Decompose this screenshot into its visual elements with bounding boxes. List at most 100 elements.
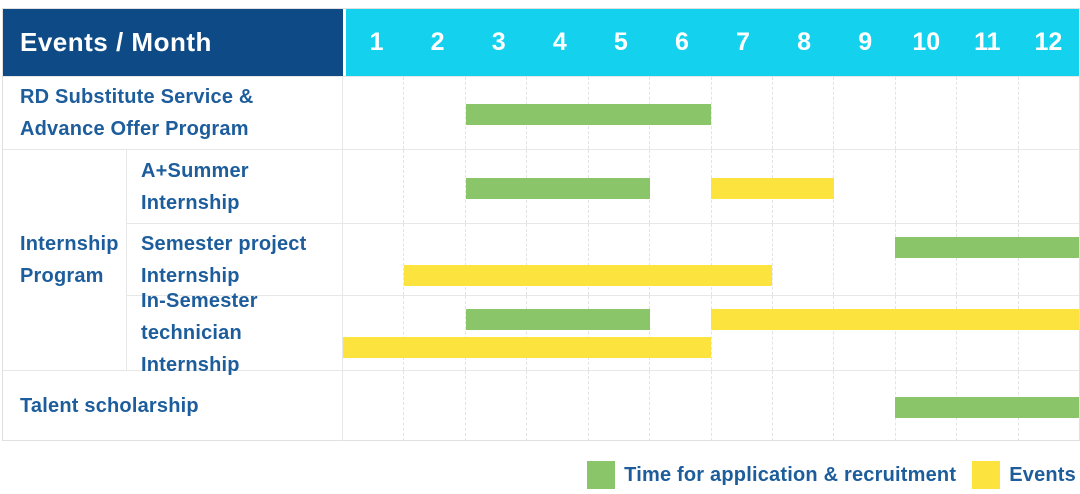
grid-cell-month-2: [403, 224, 464, 295]
application-bar: [895, 397, 1079, 418]
events-bar: [711, 177, 834, 199]
grid-cell-month-7: [710, 77, 772, 149]
events-bar: [711, 309, 1079, 330]
application-swatch-icon: [587, 461, 616, 489]
grid-cell-month-2: [403, 371, 464, 441]
schedule-table: Events / Month 1 2 3 4 5 6 7 8 9 10 11 12 RD Substi…: [2, 8, 1080, 441]
grid-cell-month-3: [464, 224, 526, 295]
grid-cell-month-1: [343, 150, 403, 223]
grid-cell-month-9: [833, 371, 894, 441]
grid-cell-month-1: [343, 296, 403, 370]
application-bar: [465, 177, 650, 199]
grid-cell-month-12: [1017, 150, 1079, 223]
grid-cell-month-12: [1017, 224, 1079, 295]
grid-cell-month-11: [956, 77, 1017, 149]
grid-cell-month-10: [894, 77, 956, 149]
grid-cell-month-2: [403, 150, 464, 223]
grid-cell-month-4: [526, 296, 587, 370]
month-header-11: 11: [974, 28, 1001, 56]
month-header-1: 1: [369, 28, 384, 56]
events-swatch-icon: [972, 461, 1001, 489]
grid-cell-month-7: [710, 296, 772, 370]
legend: Time for application & recruitment Events: [587, 459, 1076, 491]
month-header-2: 2: [430, 28, 445, 56]
month-header-6: 6: [674, 28, 689, 56]
grid-cell-month-9: [833, 296, 894, 370]
month-header-strip: 1 2 3 4 5 6 7 8 9 10 11 12: [346, 9, 1079, 76]
row-label: RD Substitute Service & Advance Offer Pr…: [3, 77, 343, 149]
grid-cell-month-4: [526, 224, 587, 295]
grid-cell-month-10: [894, 224, 956, 295]
month-header-12: 12: [1034, 28, 1063, 56]
table-body: RD Substitute Service & Advance Offer Pr…: [3, 76, 1079, 441]
grid-cell-month-9: [833, 224, 894, 295]
grid-cell-month-6: [649, 296, 710, 370]
group-label: Internship Program: [3, 150, 127, 370]
table-subrow: In-Semester technician Internship: [127, 290, 1079, 376]
month-grid: [343, 150, 1079, 223]
row-sublabel: Semester project Internship: [127, 224, 343, 295]
grid-cell-month-11: [956, 224, 1017, 295]
application-bar: [895, 237, 1079, 258]
events-month-header-cell: Events / Month: [3, 9, 343, 76]
legend-item-application: Time for application & recruitment: [587, 461, 956, 489]
grid-cell-month-8: [771, 296, 833, 370]
legend-label: Time for application & recruitment: [624, 463, 957, 486]
table-row: Talent scholarship: [3, 370, 1079, 441]
month-header-4: 4: [552, 28, 567, 56]
application-bar: [465, 309, 650, 330]
table-subrow: A+Summer Internship: [127, 150, 1079, 223]
month-header-9: 9: [858, 28, 873, 56]
grid-cell-month-1: [343, 371, 403, 441]
grid-cell-month-10: [894, 150, 956, 223]
grid-cell-month-12: [1017, 296, 1079, 370]
grid-cell-month-1: [343, 224, 403, 295]
grid-cell-month-3: [464, 296, 526, 370]
grid-cell-month-12: [1017, 77, 1079, 149]
month-grid: [343, 77, 1079, 149]
grid-cell-month-11: [956, 150, 1017, 223]
month-header-3: 3: [491, 28, 506, 56]
row-label: Talent scholarship: [3, 371, 343, 441]
grid-cell-month-4: [526, 371, 587, 441]
grid-cell-month-5: [587, 371, 649, 441]
grid-cell-month-6: [649, 224, 710, 295]
grid-cell-month-7: [710, 371, 772, 441]
internship-program-subrows: A+Summer Internship Semester project Inte…: [127, 150, 1079, 376]
grid-cell-month-5: [587, 224, 649, 295]
grid-cell-month-11: [956, 296, 1017, 370]
month-grid: [343, 371, 1079, 441]
grid-cell-month-2: [403, 296, 464, 370]
grid-cell-month-9: [833, 150, 894, 223]
events-month-header-label: Events / Month: [20, 27, 212, 57]
events-bar: [404, 265, 773, 286]
grid-cell-month-10: [894, 296, 956, 370]
grid-cell-month-8: [771, 77, 833, 149]
month-header-7: 7: [736, 28, 750, 56]
month-grid: [343, 296, 1079, 370]
grid-cell-month-6: [649, 371, 710, 441]
grid-cell-month-8: [771, 224, 833, 295]
grid-cell-month-3: [464, 371, 526, 441]
grid-cell-month-2: [403, 77, 464, 149]
grid-cell-month-9: [833, 77, 894, 149]
grid-cell-month-6: [649, 150, 710, 223]
grid-cell-month-3: [464, 150, 526, 223]
month-grid: [343, 224, 1079, 295]
events-bar: [343, 337, 711, 358]
month-header-8: 8: [797, 28, 812, 56]
table-subrow: Semester project Internship: [127, 223, 1079, 295]
grid-cell-month-7: [710, 224, 772, 295]
row-sublabel: In-Semester technician Internship: [127, 290, 343, 376]
row-sublabel: A+Summer Internship: [127, 150, 343, 223]
application-bar: [465, 104, 711, 125]
grid-cell-month-1: [343, 77, 403, 149]
internship-program-group: Internship Program A+Summer Internship Sem…: [3, 149, 1079, 376]
legend-item-events: Events: [972, 461, 1076, 489]
table-header-row: Events / Month 1 2 3 4 5 6 7 8 9 10 11 12: [3, 9, 1079, 76]
month-header-5: 5: [613, 28, 628, 56]
grid-cell-month-8: [771, 371, 833, 441]
table-row: RD Substitute Service & Advance Offer Pr…: [3, 76, 1079, 149]
month-header-10: 10: [912, 28, 941, 56]
